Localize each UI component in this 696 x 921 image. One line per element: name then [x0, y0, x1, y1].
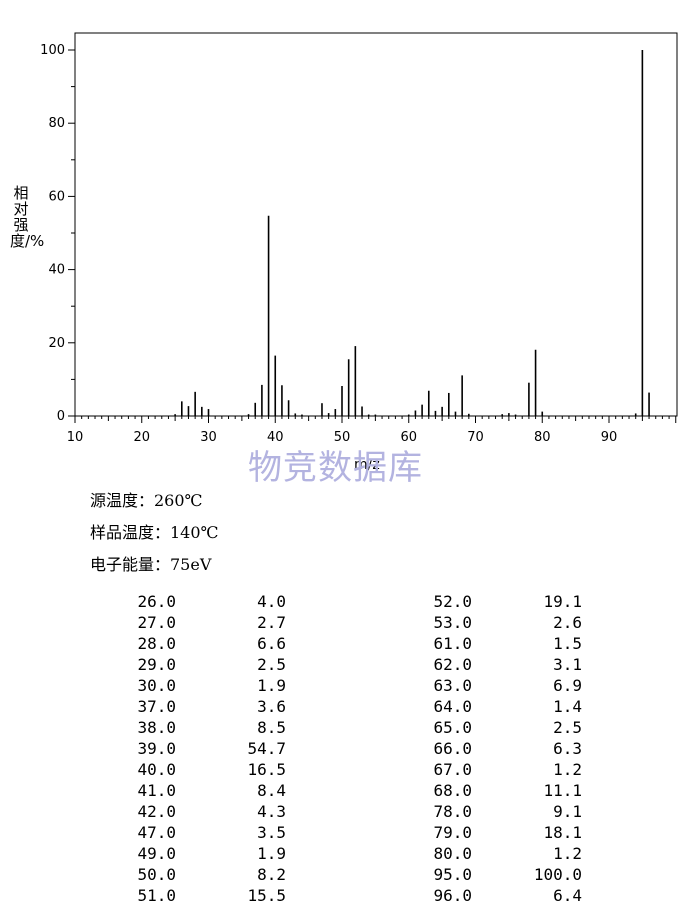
- peak-mz: 26.0: [137, 592, 176, 611]
- peak-mz: 42.0: [137, 802, 176, 821]
- peak-intensity: 6.6: [257, 634, 286, 653]
- peak-mz: 66.0: [433, 739, 472, 758]
- peak-intensity: 6.4: [553, 886, 582, 905]
- peak-mz: 29.0: [137, 655, 176, 674]
- peak-intensity: 18.1: [543, 823, 582, 842]
- peak-intensity: 15.5: [247, 886, 286, 905]
- peak-intensity: 19.1: [543, 592, 582, 611]
- y-tick-label: 60: [48, 189, 65, 204]
- mass-spectrum-chart: 0 20 40 60 80 100 10 20 30 40 50 60 70 80 90: [40, 32, 678, 445]
- peak-intensity: 1.4: [553, 697, 582, 716]
- spectrum-bars: [174, 50, 650, 416]
- peak-intensity: 1.9: [257, 676, 286, 695]
- peak-intensity: 8.5: [257, 718, 286, 737]
- x-tick-label: 60: [400, 430, 417, 445]
- peak-intensity: 1.2: [553, 760, 582, 779]
- peak-mz: 50.0: [137, 865, 176, 884]
- peak-mz: 53.0: [433, 613, 472, 632]
- peak-intensity: 1.5: [553, 634, 582, 653]
- peak-intensity: 54.7: [247, 739, 286, 758]
- source-temperature: 源温度：260℃: [90, 491, 203, 510]
- y-tick-label: 20: [48, 336, 65, 351]
- plot-frame: [74, 32, 678, 417]
- peak-intensity: 1.9: [257, 844, 286, 863]
- peak-intensity: 3.6: [257, 697, 286, 716]
- peak-mz: 79.0: [433, 823, 472, 842]
- peak-intensity: 11.1: [543, 781, 582, 800]
- peak-intensity: 4.3: [257, 802, 286, 821]
- peak-mz: 96.0: [433, 886, 472, 905]
- peak-intensity: 6.9: [553, 676, 582, 695]
- peak-intensity: 6.3: [553, 739, 582, 758]
- x-tick-label: 90: [601, 430, 618, 445]
- y-tick-label: 40: [48, 263, 65, 278]
- x-tick-label: 50: [334, 430, 351, 445]
- y-axis-ticks: 0 20 40 60 80 100: [40, 43, 75, 424]
- peak-intensity: 2.6: [553, 613, 582, 632]
- y-tick-label: 80: [48, 116, 65, 131]
- peak-intensity: 8.2: [257, 865, 286, 884]
- x-tick-label: 10: [67, 430, 84, 445]
- y-tick-label: 100: [40, 43, 65, 58]
- peak-mz: 65.0: [433, 718, 472, 737]
- peak-intensity: 3.5: [257, 823, 286, 842]
- peak-intensity: 8.4: [257, 781, 286, 800]
- peak-mz: 64.0: [433, 697, 472, 716]
- x-tick-label: 80: [534, 430, 551, 445]
- peak-intensity: 100.0: [533, 865, 582, 884]
- x-tick-label: 70: [467, 430, 484, 445]
- peak-intensity: 1.2: [553, 844, 582, 863]
- x-tick-label: 20: [133, 430, 150, 445]
- peak-intensity: 9.1: [553, 802, 582, 821]
- peak-intensity: 3.1: [553, 655, 582, 674]
- x-axis-label: m/z: [354, 457, 380, 473]
- peak-mz: 80.0: [433, 844, 472, 863]
- peak-mz: 39.0: [137, 739, 176, 758]
- peak-mz: 63.0: [433, 676, 472, 695]
- peak-intensity: 2.5: [553, 718, 582, 737]
- peak-mz: 47.0: [137, 823, 176, 842]
- y-axis-label: 相对强度/%: [10, 184, 45, 250]
- peak-mz: 41.0: [137, 781, 176, 800]
- peak-mz: 95.0: [433, 865, 472, 884]
- x-axis-ticks: 10 20 30 40 50 60 70 80 90: [67, 416, 677, 445]
- peak-intensity: 16.5: [247, 760, 286, 779]
- peak-table: 26.0 4.0 27.0 2.7 28.0 6.6 29.0 2.5 30.0 1.9 37.0 3…: [0, 592, 696, 912]
- peak-mz: 30.0: [137, 676, 176, 695]
- electron-energy: 电子能量：75eV: [90, 555, 212, 574]
- peak-intensity: 4.0: [257, 592, 286, 611]
- peak-mz: 68.0: [433, 781, 472, 800]
- peak-mz: 61.0: [433, 634, 472, 653]
- peak-mz: 37.0: [137, 697, 176, 716]
- peak-mz: 40.0: [137, 760, 176, 779]
- x-tick-label: 30: [200, 430, 217, 445]
- sample-temperature: 样品温度：140℃: [90, 523, 219, 542]
- y-tick-label: 0: [57, 409, 65, 424]
- peak-mz: 28.0: [137, 634, 176, 653]
- peak-mz: 52.0: [433, 592, 472, 611]
- watermark: 物竞数据库: [248, 448, 423, 488]
- peak-mz: 78.0: [433, 802, 472, 821]
- peak-mz: 49.0: [137, 844, 176, 863]
- peak-intensity: 2.5: [257, 655, 286, 674]
- peak-intensity: 2.7: [257, 613, 286, 632]
- peak-mz: 38.0: [137, 718, 176, 737]
- peak-mz: 27.0: [137, 613, 176, 632]
- x-tick-label: 40: [267, 430, 284, 445]
- peak-mz: 51.0: [137, 886, 176, 905]
- peak-mz: 67.0: [433, 760, 472, 779]
- peak-mz: 62.0: [433, 655, 472, 674]
